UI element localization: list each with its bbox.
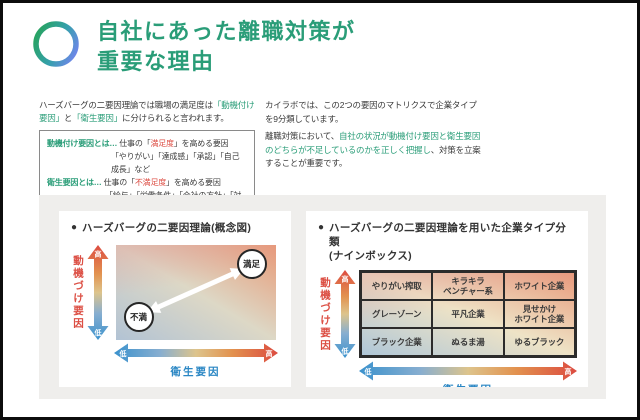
- page-title: 自社にあった離職対策が 重要な理由: [97, 19, 356, 74]
- motivator-pre: 仕事の「: [117, 139, 151, 148]
- intro-right-paragraph-2: 離職対策において、自社の状況が動機付け要因と衛生要因のどちらが不足しているのかを…: [265, 130, 481, 171]
- axis-low-label: 低: [118, 349, 126, 358]
- p2-pre: 離職対策において、: [265, 131, 340, 141]
- p1-pre: ハーズバーグの二要因理論では職場の満足度は: [39, 100, 213, 110]
- motivator-term-highlight: 「動機付け要因」: [39, 100, 255, 123]
- ninebox-cell: ゆるブラック: [503, 328, 575, 356]
- ninebox-cell: キラキラ ベンチャー系: [432, 272, 504, 300]
- axis-high-label: 高: [265, 349, 272, 358]
- header: 自社にあった離職対策が 重要な理由: [33, 17, 637, 77]
- brand-ring-icon: [33, 21, 79, 67]
- bullet-icon: ●: [318, 222, 325, 233]
- ninebox-panel-title: ● ハーズバーグの二要因理論を用いた企業タイプ分類 (ナインボックス): [318, 221, 576, 263]
- hygiene-keyword: 不満足度: [134, 178, 167, 187]
- ninebox-cell: やりがい搾取: [361, 272, 433, 300]
- concept-plot-area: 不満 満足: [115, 245, 276, 340]
- motivator-examples: 「やりがい」「達成感」「承認」「自己成長」など: [111, 152, 240, 174]
- intro-right-paragraph-1: カイラボでは、この2つの要因のマトリクスで企業タイプを9分類しています。: [265, 100, 477, 124]
- motivator-definition-line: 動機付け要因とは… 仕事の「満足度」を高める要因: [47, 137, 247, 150]
- axis-low-label: 低: [364, 367, 372, 376]
- ninebox-panel: ● ハーズバーグの二要因理論を用いた企業タイプ分類 (ナインボックス) 動機づけ…: [306, 211, 588, 387]
- axis-high-label: 高: [95, 250, 102, 259]
- ninebox-cell: ブラック企業: [361, 328, 433, 356]
- bullet-icon: ●: [71, 222, 78, 233]
- concept-plot: 不満 満足: [115, 245, 276, 340]
- concept-title-text: ハーズバーグの二要因理論(概念図): [82, 222, 252, 234]
- ninebox-diagram: 動機づけ要因 高 低 やりがい搾取: [318, 270, 577, 387]
- hygiene-post: 」を高める要因: [166, 178, 221, 187]
- motivation-axis-arrow: 高 低: [87, 245, 109, 340]
- intro-left-paragraph: ハーズバーグの二要因理論では職場の満足度は「動機付け要因」と「衛生要因」に分けら…: [39, 99, 255, 125]
- ninebox-grid: やりがい搾取 キラキラ ベンチャー系 ホワイト企業 グレーゾーン 平凡企業 見せ…: [359, 270, 577, 358]
- intro-left-column: ハーズバーグの二要因理論では職場の満足度は「動機付け要因」と「衛生要因」に分けら…: [39, 99, 255, 223]
- ninebox-cell: 平凡企業: [432, 300, 504, 328]
- hygiene-pre: 仕事の「: [101, 178, 135, 187]
- hygiene-definition-line: 衛生要因とは… 仕事の「不満足度」を高める要因: [47, 176, 247, 189]
- hygiene-axis-label: 衛生要因: [443, 384, 493, 387]
- satisfied-bubble: 満足: [236, 249, 267, 279]
- p1-post: に分けられると言われます。: [122, 113, 229, 123]
- ninebox-cell: ぬるま湯: [432, 328, 504, 356]
- concept-panel-title: ● ハーズバーグの二要因理論(概念図): [71, 221, 279, 235]
- hygiene-axis-label: 衛生要因: [170, 366, 221, 378]
- ninebox-cell: 見せかけ ホワイト企業: [503, 300, 575, 328]
- concept-diagram: 動機づけ要因 高 低: [71, 245, 279, 379]
- p2-post: 、対策を立案することが重要です。: [265, 144, 481, 169]
- motivation-axis-label: 動機づけ要因: [72, 255, 84, 330]
- ninebox-grid-area: やりがい搾取 キラキラ ベンチャー系 ホワイト企業 グレーゾーン 平凡企業 見せ…: [359, 270, 577, 358]
- ninebox-cell: グレーゾーン: [361, 300, 433, 328]
- concept-panel: ● ハーズバーグの二要因理論(概念図) 動機づけ要因 高 低: [59, 211, 291, 387]
- hygiene-label: 衛生要因とは…: [47, 178, 102, 187]
- motivator-post: 」を高める要因: [173, 139, 229, 148]
- intro-right-column: カイラボでは、この2つの要因のマトリクスで企業タイプを9分類しています。 離職対…: [265, 99, 481, 195]
- axis-low-label: 低: [341, 347, 349, 356]
- axis-high-label: 高: [565, 367, 572, 376]
- dissatisfied-bubble: 不満: [123, 302, 154, 332]
- ninebox-cell: ホワイト企業: [503, 272, 575, 300]
- intro-section: ハーズバーグの二要因理論では職場の満足度は「動機付け要因」と「衛生要因」に分けら…: [39, 99, 601, 223]
- motivation-axis-label: 動機づけ要因: [319, 276, 331, 352]
- ninebox-title-text: ハーズバーグの二要因理論を用いた企業タイプ分類 (ナインボックス): [329, 222, 567, 262]
- motivator-label: 動機付け要因とは…: [47, 139, 118, 148]
- axis-high-label: 高: [342, 275, 349, 284]
- motivator-keyword: 満足度: [150, 139, 174, 148]
- diagram-band: ● ハーズバーグの二要因理論(概念図) 動機づけ要因 高 低: [39, 195, 606, 399]
- motivation-axis-arrow: 高 低: [334, 270, 356, 358]
- axis-low-label: 低: [94, 328, 102, 337]
- p1-and: と: [63, 113, 73, 123]
- hygiene-axis-arrow: 低 高: [359, 361, 577, 381]
- p2-highlight: 自社の状況が動機付け要因と衛生要因のどちらが不足しているのかを正しく把握し: [265, 131, 481, 155]
- hygiene-term-highlight: 「衛生要因」: [72, 113, 123, 123]
- satisfaction-trend-arrow: [146, 268, 244, 313]
- hygiene-axis-arrow: 低 高: [113, 343, 278, 363]
